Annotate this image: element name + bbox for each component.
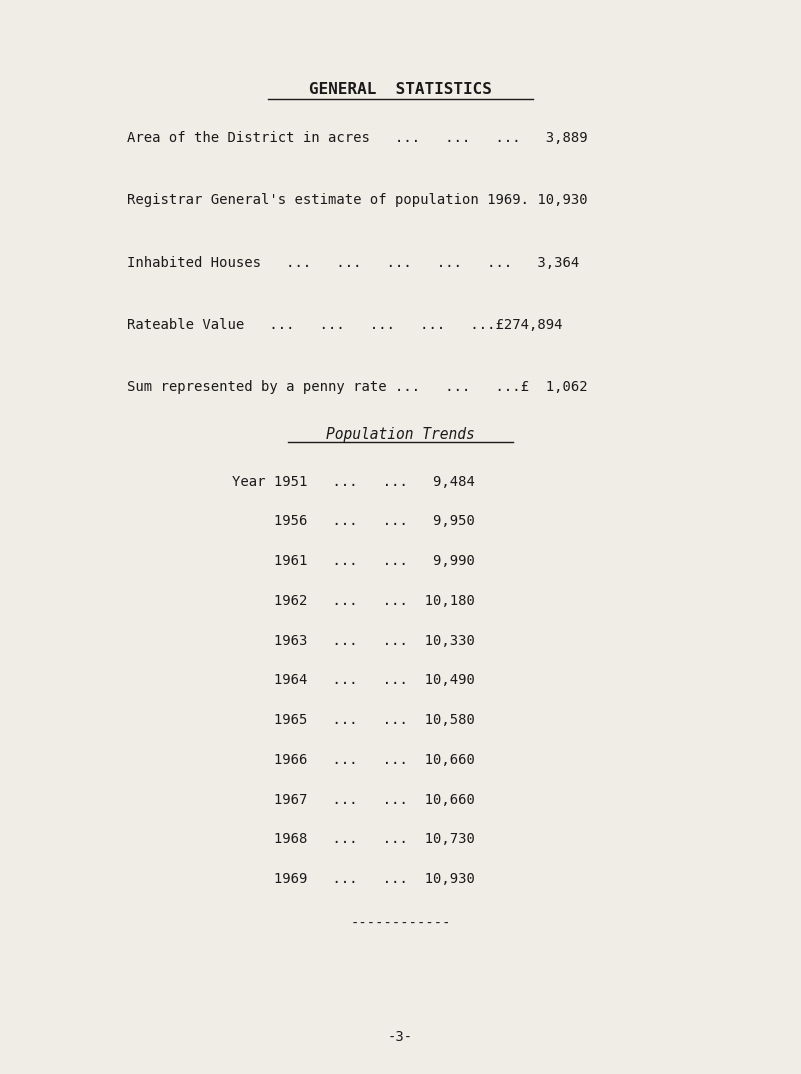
Text: Sum represented by a penny rate ...   ...   ...£  1,062: Sum represented by a penny rate ... ... … <box>127 380 587 394</box>
Text: Registrar General's estimate of population 1969. 10,930: Registrar General's estimate of populati… <box>127 193 587 207</box>
Text: Area of the District in acres   ...   ...   ...   3,889: Area of the District in acres ... ... ..… <box>127 131 587 145</box>
Text: Year 1951   ...   ...   9,484: Year 1951 ... ... 9,484 <box>232 475 475 489</box>
Text: 1961   ...   ...   9,990: 1961 ... ... 9,990 <box>232 554 475 568</box>
Text: GENERAL  STATISTICS: GENERAL STATISTICS <box>309 82 492 97</box>
Text: 1969   ...   ...  10,930: 1969 ... ... 10,930 <box>232 872 475 886</box>
Text: 1965   ...   ...  10,580: 1965 ... ... 10,580 <box>232 713 475 727</box>
Text: 1956   ...   ...   9,950: 1956 ... ... 9,950 <box>232 514 475 528</box>
Text: -3-: -3- <box>388 1030 413 1044</box>
Text: 1963   ...   ...  10,330: 1963 ... ... 10,330 <box>232 634 475 648</box>
Text: ------------: ------------ <box>350 917 451 931</box>
Text: 1964   ...   ...  10,490: 1964 ... ... 10,490 <box>232 673 475 687</box>
Text: Population Trends: Population Trends <box>326 427 475 442</box>
Text: 1968   ...   ...  10,730: 1968 ... ... 10,730 <box>232 832 475 846</box>
Text: Inhabited Houses   ...   ...   ...   ...   ...   3,364: Inhabited Houses ... ... ... ... ... 3,3… <box>127 256 579 270</box>
Text: 1966   ...   ...  10,660: 1966 ... ... 10,660 <box>232 753 475 767</box>
Text: 1962   ...   ...  10,180: 1962 ... ... 10,180 <box>232 594 475 608</box>
Text: 1967   ...   ...  10,660: 1967 ... ... 10,660 <box>232 793 475 807</box>
Text: Rateable Value   ...   ...   ...   ...   ...£274,894: Rateable Value ... ... ... ... ...£274,8… <box>127 318 562 332</box>
